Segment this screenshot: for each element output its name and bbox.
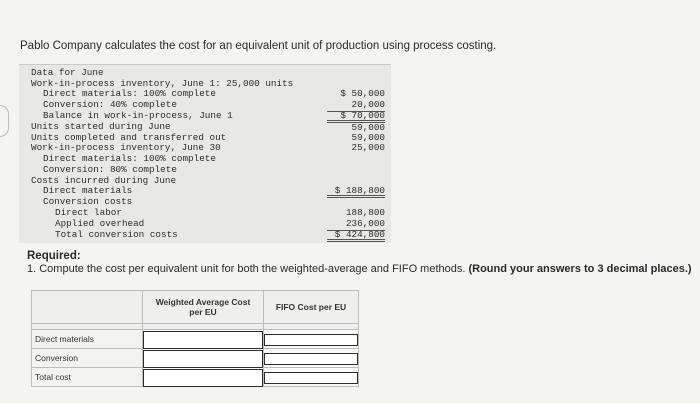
data-value-units-completed: 59,000 <box>351 132 385 143</box>
weighted-conversion-input[interactable] <box>143 349 263 368</box>
row-label-direct-materials: Direct materials <box>31 329 143 349</box>
header-weighted-average-label: Weighted Average Cost per EU <box>155 297 251 317</box>
data-heading: Data for June <box>31 67 104 78</box>
required-instruction-text: 1. Compute the cost per equivalent unit … <box>27 263 466 275</box>
table-corner-cell <box>31 290 143 324</box>
cell-fifo-direct-materials <box>263 329 359 349</box>
data-value-direct-labor: 188,800 <box>345 207 385 218</box>
side-tab-marker <box>0 105 9 137</box>
weighted-total-cost-input[interactable] <box>143 368 263 387</box>
header-weighted-average: Weighted Average Cost per EU <box>142 290 264 324</box>
weighted-direct-materials-input[interactable] <box>143 330 263 349</box>
data-for-june-box: Data for June Work-in-process inventory,… <box>19 64 391 243</box>
data-label-applied-overhead: Applied overhead <box>55 218 145 229</box>
table-row: Conversion <box>31 348 359 368</box>
required-heading: Required: <box>27 250 81 262</box>
required-rounding-note: (Round your answers to 3 decimal places.… <box>468 263 692 275</box>
data-label-dm-complete-2: Direct materials: 100% complete <box>43 153 216 164</box>
data-value-wip-june30: 25,000 <box>351 142 385 153</box>
data-label-conv-complete-2: Conversion: 80% complete <box>43 164 177 175</box>
cell-fifo-conversion <box>263 348 359 368</box>
required-instruction: 1. Compute the cost per equivalent unit … <box>27 263 692 275</box>
table-row: Direct materials <box>31 329 359 349</box>
header-fifo: FIFO Cost per EU <box>263 290 359 324</box>
fifo-total-cost-input[interactable] <box>264 372 358 384</box>
data-label-costs-incurred: Costs incurred during June <box>31 175 177 186</box>
data-value-total-conversion: $ 424,800 <box>327 230 385 242</box>
data-label-balance: Balance in work-in-process, June 1 <box>43 110 233 121</box>
data-value-direct-materials: $ 188,800 <box>327 186 385 198</box>
data-label-conversion-costs: Conversion costs <box>43 196 133 207</box>
cell-weighted-conversion <box>142 348 264 368</box>
cell-weighted-total-cost <box>142 367 264 387</box>
fifo-direct-materials-input[interactable] <box>264 334 358 346</box>
data-label-wip-june1: Work-in-process inventory, June 1: 25,00… <box>31 78 294 89</box>
data-value-units-started: 59,000 <box>351 122 385 133</box>
data-label-total-conversion: Total conversion costs <box>55 229 178 240</box>
cell-weighted-direct-materials <box>142 329 264 349</box>
data-label-direct-labor: Direct labor <box>55 207 122 218</box>
data-value-applied-overhead: 236,000 <box>327 218 385 231</box>
table-row: Total cost <box>31 367 359 387</box>
data-label-dm-complete: Direct materials: 100% complete <box>43 88 216 99</box>
row-label-conversion: Conversion <box>31 348 143 368</box>
problem-intro: Pablo Company calculates the cost for an… <box>20 40 497 52</box>
fifo-conversion-input[interactable] <box>264 353 358 365</box>
cell-fifo-total-cost <box>263 367 359 387</box>
data-label-direct-materials: Direct materials <box>43 185 133 196</box>
data-label-wip-june30: Work-in-process inventory, June 30 <box>31 142 221 153</box>
data-value-conv: 20,000 <box>327 99 385 112</box>
data-value-dm: $ 50,000 <box>340 88 385 99</box>
data-label-conv-complete: Conversion: 40% complete <box>43 99 177 110</box>
row-label-total-cost: Total cost <box>31 367 143 387</box>
cost-per-eu-table: Weighted Average Cost per EU FIFO Cost p… <box>31 290 359 387</box>
data-label-units-completed: Units completed and transferred out <box>31 132 227 143</box>
data-label-units-started: Units started during June <box>31 121 171 132</box>
data-value-balance: $ 70,000 <box>327 111 385 123</box>
